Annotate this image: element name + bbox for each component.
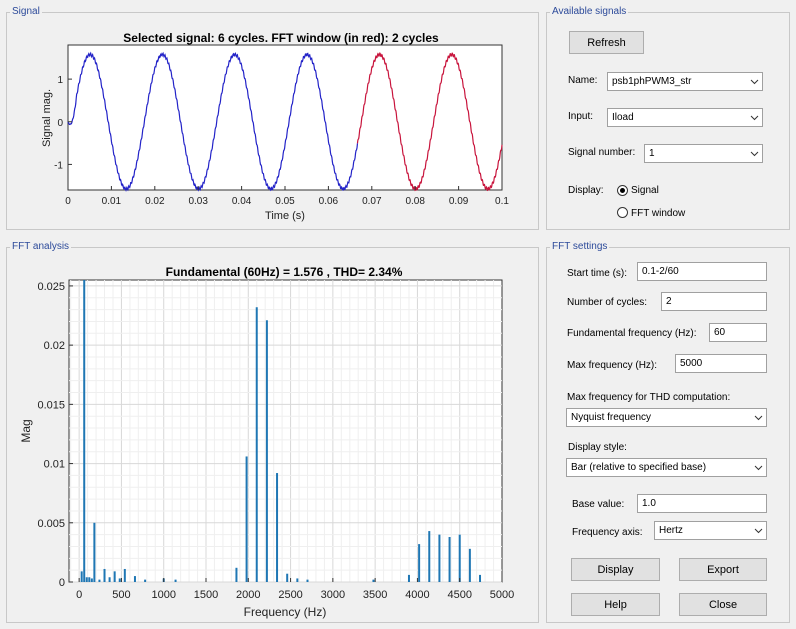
signal-panel: Signal bbox=[6, 6, 539, 230]
start-time-input[interactable]: 0.1-2/60 bbox=[637, 262, 767, 281]
refresh-button[interactable]: Refresh bbox=[569, 31, 644, 54]
input-select[interactable]: Iload bbox=[607, 108, 763, 127]
display-style-select[interactable]: Bar (relative to specified base) bbox=[566, 458, 767, 477]
fft-analysis-panel: FFT analysis bbox=[6, 241, 539, 623]
help-button[interactable]: Help bbox=[571, 593, 660, 616]
num-cycles-label: Number of cycles: bbox=[567, 297, 648, 308]
input-label: Input: bbox=[568, 111, 594, 122]
radio-signal[interactable] bbox=[617, 185, 628, 196]
max-freq-label: Max frequency (Hz): bbox=[567, 360, 658, 371]
signal-number-select[interactable]: 1 bbox=[644, 144, 763, 163]
signal-number-value: 1 bbox=[649, 148, 655, 159]
max-freq-thd-label: Max frequency for THD computation: bbox=[567, 392, 731, 403]
display-button[interactable]: Display bbox=[571, 558, 660, 581]
input-select-value: Iload bbox=[612, 112, 634, 123]
start-time-label: Start time (s): bbox=[567, 268, 628, 279]
signal-number-label: Signal number: bbox=[568, 147, 636, 158]
display-label: Display: bbox=[568, 185, 604, 196]
fft-analysis-title: FFT analysis bbox=[10, 241, 72, 253]
chevron-down-icon bbox=[753, 409, 763, 426]
available-signals-title: Available signals bbox=[550, 6, 629, 18]
chevron-down-icon bbox=[753, 459, 763, 476]
base-value-input[interactable]: 1.0 bbox=[637, 494, 767, 513]
num-cycles-input[interactable]: 2 bbox=[661, 292, 767, 311]
max-freq-input[interactable]: 5000 bbox=[675, 354, 767, 373]
display-style-value: Bar (relative to specified base) bbox=[571, 462, 707, 473]
radio-signal-label: Signal bbox=[631, 185, 659, 196]
chevron-down-icon bbox=[749, 73, 759, 90]
display-style-label: Display style: bbox=[568, 442, 627, 453]
chevron-down-icon bbox=[749, 145, 759, 162]
base-value-label: Base value: bbox=[572, 499, 625, 510]
fft-settings-title: FFT settings bbox=[550, 241, 610, 253]
freq-axis-select[interactable]: Hertz bbox=[654, 521, 767, 540]
chevron-down-icon bbox=[753, 522, 763, 539]
export-button[interactable]: Export bbox=[679, 558, 767, 581]
signal-panel-title: Signal bbox=[10, 6, 42, 18]
close-button[interactable]: Close bbox=[679, 593, 767, 616]
radio-fft-window-label: FFT window bbox=[631, 208, 686, 219]
name-select-value: psb1phPWM3_str bbox=[612, 76, 692, 87]
radio-fft-window[interactable] bbox=[617, 207, 628, 218]
fund-freq-label: Fundamental frequency (Hz): bbox=[567, 328, 697, 339]
freq-axis-value: Hertz bbox=[659, 525, 683, 536]
freq-axis-label: Frequency axis: bbox=[572, 527, 643, 538]
name-select[interactable]: psb1phPWM3_str bbox=[607, 72, 763, 91]
chevron-down-icon bbox=[749, 109, 759, 126]
fund-freq-input[interactable]: 60 bbox=[709, 323, 767, 342]
max-freq-thd-value: Nyquist frequency bbox=[571, 412, 652, 423]
name-label: Name: bbox=[568, 75, 598, 86]
max-freq-thd-select[interactable]: Nyquist frequency bbox=[566, 408, 767, 427]
